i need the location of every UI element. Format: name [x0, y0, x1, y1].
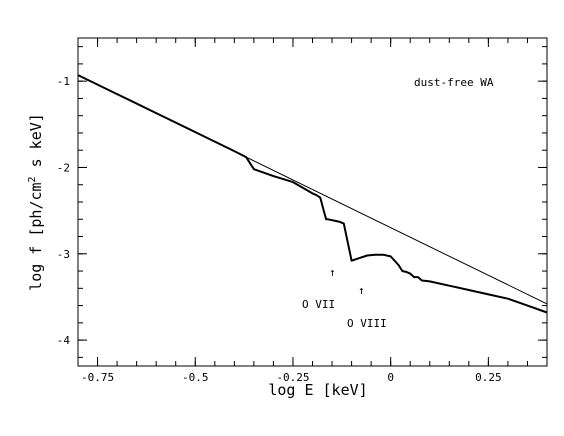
x-tick-label: -0.75 — [81, 371, 114, 384]
legend-label: dust-free WA — [414, 76, 494, 89]
y-tick-label: -1 — [57, 75, 70, 88]
o7-label: O VII — [302, 298, 335, 311]
y-axis-title-tail: s keV] — [27, 113, 45, 176]
y-axis-title: log f [ph/cm2 s keV] — [27, 113, 45, 291]
o7-arrow: ↑ — [329, 266, 336, 279]
absorbed-spectrum-line — [77, 74, 548, 314]
ticks: -0.75 -0.5 -0.25 0 0.25 -1 -2 -3 -4 — [57, 38, 548, 384]
y-tick-label: -2 — [57, 161, 70, 174]
o8-label: O VIII — [347, 317, 387, 330]
x-tick-label: -0.25 — [276, 371, 309, 384]
series — [77, 74, 548, 314]
o8-arrow: ↑ — [358, 284, 365, 297]
x-axis-title: log E [keV] — [268, 381, 367, 399]
y-tick-label: -4 — [57, 334, 71, 347]
y-axis-title-sup: 2 — [27, 176, 38, 182]
x-tick-label: 0 — [387, 371, 394, 384]
x-tick-label: 0.25 — [475, 371, 502, 384]
y-tick-label: -3 — [57, 248, 70, 261]
x-tick-label: -0.5 — [182, 371, 209, 384]
y-axis-title-main: log f [ph/cm — [27, 182, 45, 290]
